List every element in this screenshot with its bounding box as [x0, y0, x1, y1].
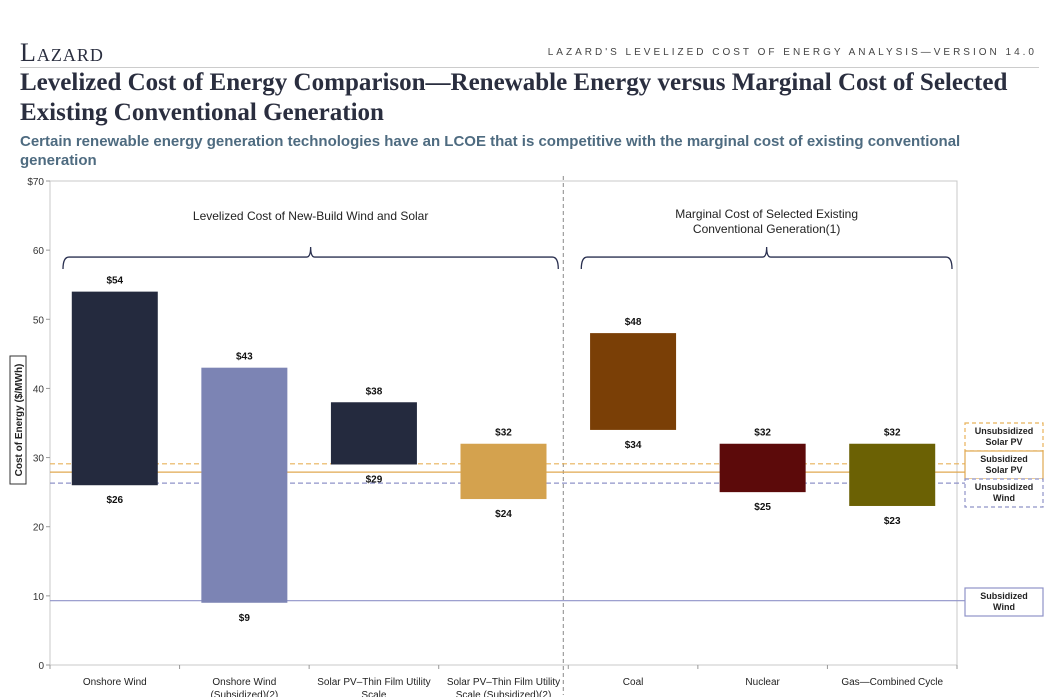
- y-axis-label-box: [9, 355, 27, 485]
- lazard-logo: Lazard: [20, 38, 104, 67]
- high-value-label: $43: [236, 352, 253, 363]
- y-tick-label: 50: [33, 315, 45, 326]
- range-bar: [849, 443, 936, 506]
- y-tick-label: 40: [33, 384, 45, 395]
- high-value-label: $32: [884, 428, 901, 439]
- reference-legend-box: [964, 422, 1044, 452]
- range-bar: [71, 291, 158, 486]
- reference-legend-label: Unsubsidized: [975, 426, 1034, 436]
- group-label: Levelized Cost of New-Build Wind and Sol…: [193, 209, 428, 223]
- low-value-label: $25: [754, 502, 771, 513]
- range-bar: [719, 443, 806, 493]
- group-label-line2: Conventional Generation(1): [693, 222, 840, 236]
- low-value-label: $29: [366, 474, 383, 485]
- category-label: (Subsidized)(2): [210, 690, 278, 697]
- y-tick-label: 60: [33, 246, 45, 257]
- low-value-label: $9: [239, 613, 251, 624]
- reference-legend-box: [964, 587, 1044, 617]
- high-value-label: $48: [625, 317, 642, 328]
- range-bar: [201, 367, 288, 603]
- category-label: Scale: [361, 690, 386, 697]
- group-label: Marginal Cost of Selected Existing: [675, 207, 858, 221]
- y-tick-label: $70: [27, 177, 44, 188]
- group-brace: [580, 247, 953, 270]
- reference-legend-box: [964, 478, 1044, 508]
- y-tick-label: 30: [33, 454, 45, 465]
- reference-legend-label: Wind: [993, 493, 1015, 503]
- header-divider: [20, 67, 1039, 68]
- category-label: Coal: [623, 677, 644, 688]
- low-value-label: $26: [106, 495, 123, 506]
- reference-legend-label: Solar PV: [985, 465, 1022, 475]
- category-label: Onshore Wind: [212, 677, 276, 688]
- high-value-label: $38: [366, 386, 383, 397]
- reference-legend-label: Subsidized: [980, 591, 1028, 601]
- y-tick-label: 10: [33, 592, 45, 603]
- category-label: Gas—Combined Cycle: [841, 677, 943, 688]
- high-value-label: $54: [106, 276, 123, 287]
- range-bar: [330, 402, 417, 465]
- y-axis-label: Cost of Energy ($/MWh): [14, 364, 25, 477]
- report-version: LAZARD'S LEVELIZED COST OF ENERGY ANALYS…: [547, 47, 1037, 58]
- low-value-label: $24: [495, 509, 512, 520]
- reference-legend-label: Solar PV: [985, 437, 1022, 447]
- category-label: Solar PV–Thin Film Utility: [317, 677, 430, 688]
- high-value-label: $32: [495, 428, 512, 439]
- y-tick-label: 20: [33, 523, 45, 534]
- high-value-label: $32: [754, 428, 771, 439]
- plot-frame: [49, 180, 958, 666]
- range-bar: [460, 443, 547, 500]
- range-bar: [590, 333, 677, 430]
- page-title: Levelized Cost of Energy Comparison—Rene…: [20, 69, 1008, 126]
- reference-legend-label: Wind: [993, 602, 1015, 612]
- reference-legend-label: Unsubsidized: [975, 482, 1034, 492]
- category-label: Nuclear: [745, 677, 780, 688]
- category-label: Scale (Subsidized)(2): [456, 690, 552, 697]
- category-label: Onshore Wind: [83, 677, 147, 688]
- category-label: Solar PV–Thin Film Utility: [447, 677, 560, 688]
- low-value-label: $23: [884, 516, 901, 527]
- y-tick-label: 0: [38, 661, 44, 672]
- group-brace: [62, 247, 559, 270]
- low-value-label: $34: [625, 440, 642, 451]
- reference-legend-box: [964, 450, 1044, 480]
- page-subtitle: Certain renewable energy generation tech…: [20, 133, 961, 169]
- reference-legend-label: Subsidized: [980, 454, 1028, 464]
